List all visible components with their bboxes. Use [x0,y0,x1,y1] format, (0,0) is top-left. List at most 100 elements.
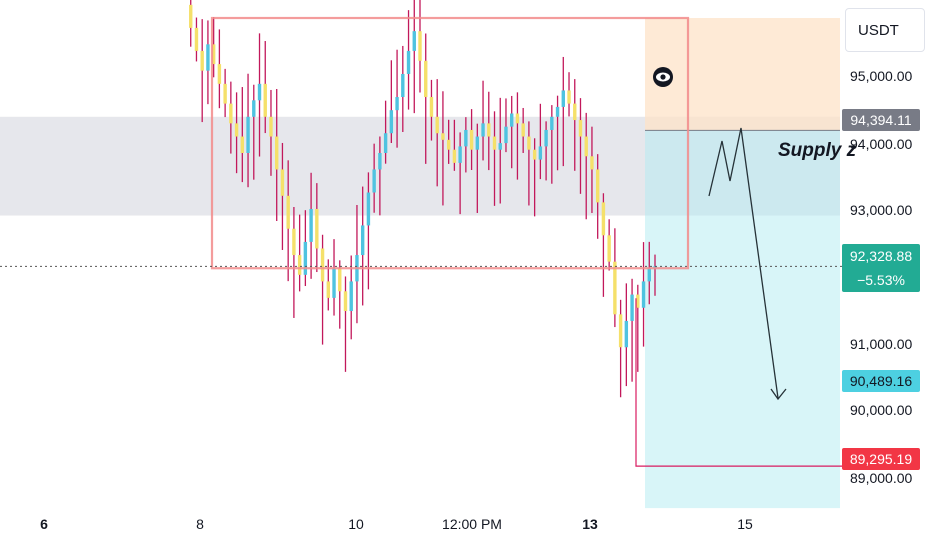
last-price-value: 92,328.88 [849,248,913,264]
stop-level-line [635,298,842,467]
candle-body [372,169,376,193]
candle-body [229,103,233,124]
candle-body [315,208,319,249]
candle-body [441,133,445,140]
time-axis-label: 15 [737,516,753,532]
candle-body [194,27,199,51]
candle-body [578,120,583,137]
candle-body [618,314,623,348]
candle-body [527,136,531,150]
candle-body [275,136,279,170]
candle-body [561,90,565,107]
candle-body [234,123,239,137]
candle-body [211,44,216,65]
candle-body [458,146,462,163]
range-box [210,16,690,270]
candle-body [647,268,651,282]
candle-body [252,100,256,117]
candle-body [309,208,313,242]
candle-body [613,261,617,315]
candle-body [590,156,594,170]
entry-price-tag: 94,394.11 [842,109,920,131]
candle-body [189,4,193,28]
candle-body [515,113,520,124]
candle-body [435,116,439,134]
candle-body [532,149,537,160]
candle-body [567,90,571,104]
candle-body [510,113,514,127]
candle-body [607,235,611,262]
candle-body [343,291,348,312]
candle-body [469,129,474,150]
candle-body [538,146,543,160]
projection-arrowhead [770,388,787,401]
price-axis-label: 89,000.00 [850,470,913,486]
candle-body [452,149,457,163]
candle-body [297,255,302,275]
price-axis-label: 91,000.00 [850,336,913,352]
candle-body [630,294,634,321]
candle-body [504,126,508,144]
candle-body [389,110,394,134]
price-axis-label: 90,000.00 [850,402,913,418]
candle-body [492,136,497,150]
target-price-tag: 90,489.16 [842,370,920,392]
take-profit-zone [645,130,840,509]
candle-body [429,97,434,117]
candle-body [366,192,371,226]
candle-body [206,44,210,71]
stop-loss-zone [645,18,840,131]
candle-body [292,228,296,256]
candle-body [401,73,405,98]
candle-body [601,202,606,236]
price-axis-label: 94,000.00 [850,136,913,152]
candle-body [326,281,330,298]
candle-body [280,169,285,196]
time-axis-label: 10 [348,516,364,532]
projection-path [708,127,779,399]
last-price-tag: 92,328.88 −5.53% [842,244,920,292]
stop-price-tag: 89,295.19 [842,448,920,470]
currency-selector[interactable]: USDT [845,8,925,52]
candle-body [240,136,245,153]
candle-body [481,123,485,137]
candle-body [263,83,267,117]
candle-body [584,136,588,157]
candle-body [378,152,382,170]
price-axis-label: 95,000.00 [850,68,913,84]
candle-body [573,103,577,121]
time-axis-label: 8 [196,516,204,532]
candle-body [412,31,416,51]
candle-body [303,241,308,275]
candle-body [498,143,502,150]
candle-body [332,268,336,298]
candle-body [286,195,290,229]
supply-zone-label: Supply z [778,140,857,161]
time-axis-label: 12:00 PM [442,516,502,532]
candle-body [406,50,411,74]
time-axis-label: 6 [40,516,48,532]
time-axis-label: 13 [582,516,598,532]
candle-body [636,294,640,308]
candle-body [544,129,548,147]
candle-body [641,281,646,308]
candle-body [360,225,365,256]
last-price-change: −5.53% [857,272,905,288]
price-axis-label: 93,000.00 [850,202,913,218]
candle-body [418,31,422,61]
candle-body [223,83,227,104]
candle-body [338,268,342,292]
candle-body [464,129,468,147]
candle-body [446,139,451,150]
eye-icon[interactable] [652,66,674,88]
candle-body [200,50,204,71]
candle-body [424,60,428,98]
candle-body [257,83,262,101]
candle-body [320,248,325,282]
candle-body [395,97,399,111]
candle-body [246,116,250,153]
candle-body [521,123,525,137]
candle-body [487,123,491,137]
